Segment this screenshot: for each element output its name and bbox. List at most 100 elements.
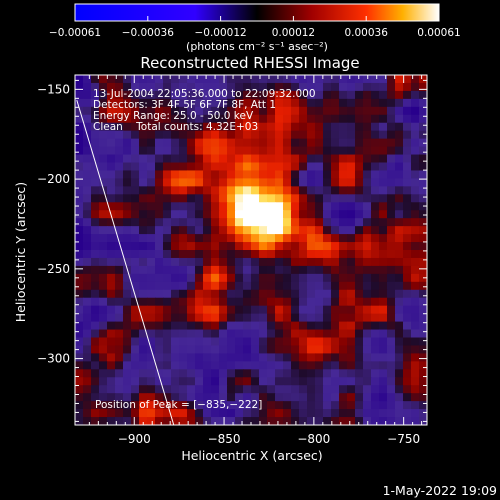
- heatmap-cell: [355, 297, 364, 307]
- heatmap-cell: [267, 106, 276, 116]
- heatmap-cell: [203, 393, 212, 402]
- heatmap-cell: [203, 361, 212, 370]
- heatmap-cell: [379, 75, 388, 84]
- heatmap-cell: [315, 250, 324, 259]
- heatmap-cell: [299, 337, 308, 347]
- heatmap-cell: [403, 345, 412, 355]
- y-tick-label: −200: [37, 172, 70, 186]
- heatmap-cell: [171, 162, 180, 172]
- heatmap-cell: [251, 265, 260, 275]
- heatmap-cell: [163, 369, 172, 378]
- heatmap-cell: [195, 106, 204, 116]
- heatmap-cell: [323, 106, 332, 116]
- heatmap-cell: [283, 186, 292, 195]
- heatmap-cell: [331, 385, 340, 394]
- heatmap-cell: [147, 82, 156, 92]
- heatmap-cell: [331, 170, 340, 180]
- heatmap-cell: [355, 75, 364, 84]
- heatmap-cell: [243, 401, 252, 410]
- heatmap-cell: [251, 218, 260, 227]
- heatmap-cell: [395, 329, 404, 339]
- heatmap-cell: [331, 369, 340, 378]
- heatmap-cell: [315, 281, 324, 291]
- heatmap-cell: [243, 393, 252, 402]
- heatmap-cell: [267, 297, 276, 307]
- heatmap-cell: [139, 361, 148, 370]
- heatmap-cell: [251, 154, 260, 164]
- heatmap-cell: [155, 337, 164, 347]
- heatmap-cell: [403, 257, 412, 267]
- heatmap-cell: [115, 186, 124, 195]
- colorbar-tick-label: 0.00061: [417, 27, 460, 39]
- heatmap-cell: [283, 218, 292, 227]
- heatmap-cell: [395, 106, 404, 116]
- heatmap-cell: [347, 337, 356, 347]
- heatmap-cell: [251, 289, 260, 299]
- heatmap-cell: [163, 321, 172, 331]
- heatmap-cell: [387, 202, 396, 211]
- heatmap-cell: [251, 273, 260, 283]
- heatmap-cell: [267, 75, 276, 84]
- heatmap-cell: [203, 289, 212, 299]
- heatmap-cell: [91, 138, 100, 148]
- heatmap-cell: [347, 361, 356, 370]
- heatmap-cell: [355, 305, 364, 315]
- heatmap-cell: [299, 186, 308, 195]
- heatmap-cell: [123, 98, 132, 108]
- heatmap-cell: [115, 273, 124, 283]
- heatmap-cell: [267, 329, 276, 339]
- heatmap-cell: [187, 273, 196, 283]
- heatmap-cell: [155, 114, 164, 124]
- heatmap-cell: [235, 265, 244, 275]
- heatmap-cell: [299, 106, 308, 116]
- heatmap-cell: [339, 297, 348, 307]
- heatmap-cell: [403, 154, 412, 164]
- heatmap-cell: [299, 162, 308, 172]
- heatmap-cell: [307, 321, 316, 331]
- heatmap-cell: [379, 242, 388, 251]
- heatmap-cell: [299, 138, 308, 148]
- heatmap-cell: [131, 329, 140, 339]
- heatmap-cell: [195, 273, 204, 283]
- heatmap-cell: [371, 305, 380, 315]
- heatmap-cell: [219, 122, 228, 132]
- heatmap-cell: [299, 130, 308, 140]
- heatmap-cell: [155, 170, 164, 180]
- heatmap-cell: [131, 345, 140, 355]
- heatmap-cell: [419, 329, 427, 339]
- heatmap-cell: [211, 377, 220, 386]
- heatmap-cell: [403, 313, 412, 323]
- heatmap-cell: [411, 297, 420, 307]
- heatmap-cell: [315, 146, 324, 156]
- heatmap-cell: [299, 202, 308, 211]
- heatmap-cell: [387, 210, 396, 219]
- heatmap-cell: [163, 75, 172, 84]
- heatmap-cell: [123, 361, 132, 370]
- heatmap-cell: [99, 75, 108, 84]
- heatmap-cell: [355, 122, 364, 132]
- heatmap-cell: [291, 178, 300, 187]
- heatmap-cell: [91, 369, 100, 378]
- heatmap-cell: [139, 321, 148, 331]
- heatmap-cell: [275, 138, 284, 148]
- heatmap-cell: [203, 281, 212, 291]
- heatmap-cell: [387, 353, 396, 362]
- heatmap-cell: [347, 146, 356, 156]
- heatmap-cell: [171, 186, 180, 195]
- heatmap-cell: [315, 138, 324, 148]
- heatmap-cell: [155, 186, 164, 195]
- heatmap-cell: [323, 218, 332, 227]
- heatmap-cell: [251, 250, 260, 259]
- heatmap-cell: [147, 170, 156, 180]
- heatmap-cell: [187, 377, 196, 386]
- heatmap-cell: [123, 82, 132, 92]
- heatmap-cell: [155, 138, 164, 148]
- heatmap-cell: [395, 321, 404, 331]
- heatmap-cell: [371, 250, 380, 259]
- heatmap-cell: [75, 138, 84, 148]
- heatmap-cell: [235, 146, 244, 156]
- heatmap-cell: [259, 98, 268, 108]
- heatmap-cell: [411, 234, 420, 243]
- heatmap-cell: [211, 250, 220, 259]
- heatmap-cell: [291, 321, 300, 331]
